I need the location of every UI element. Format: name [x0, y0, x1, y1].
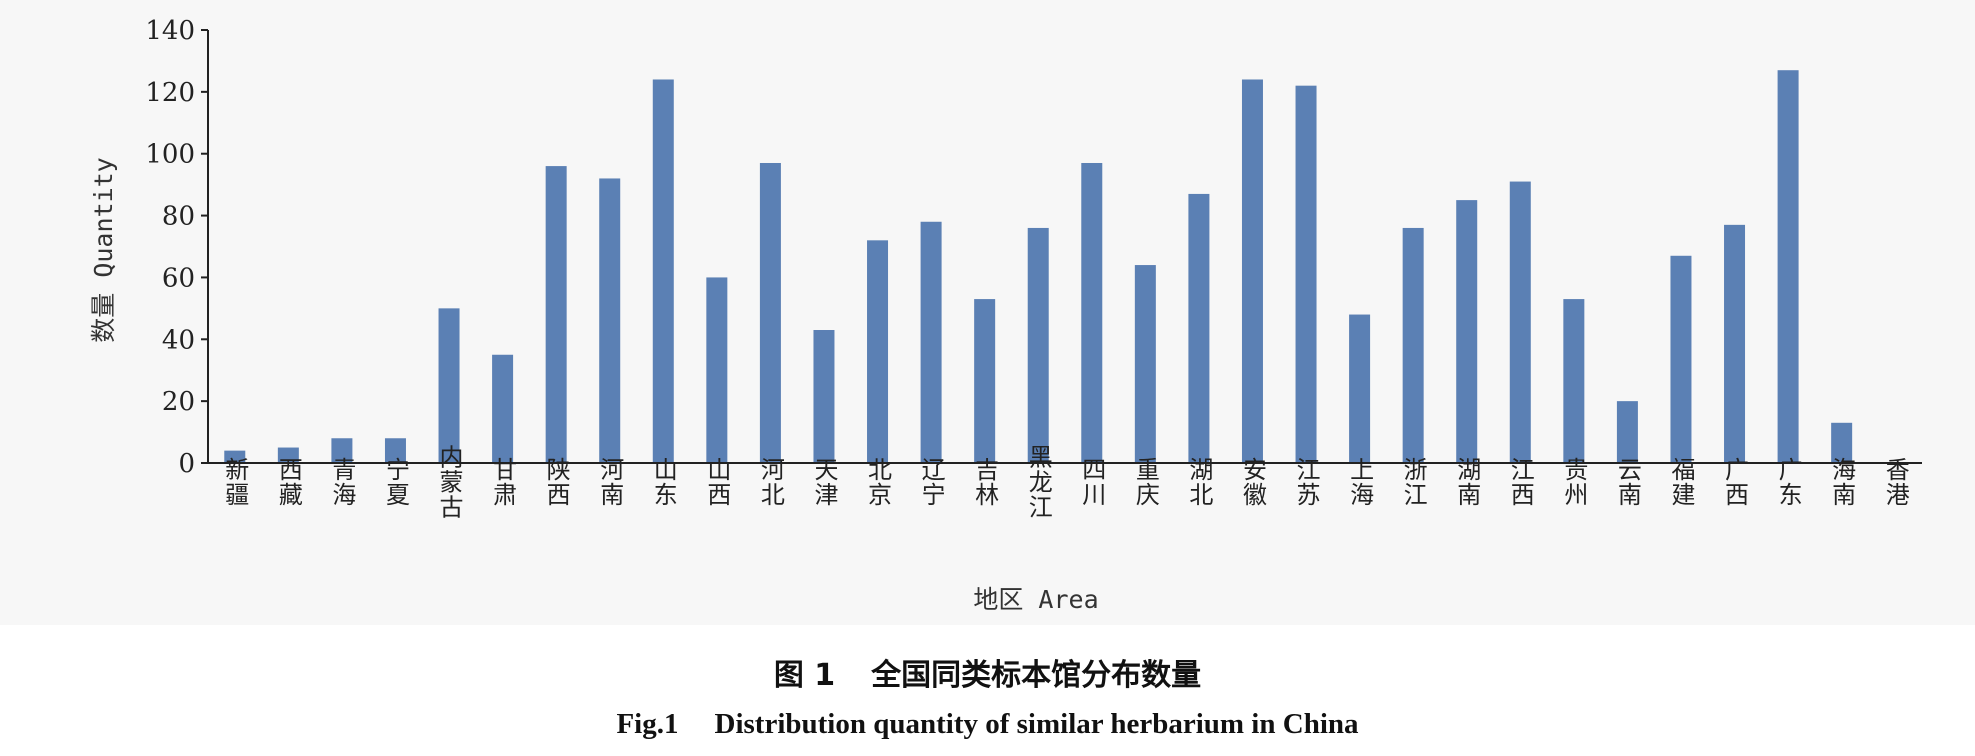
y-tick-label: 100 [145, 140, 195, 170]
figure-caption-chinese: 图 1 全国同类标本馆分布数量 [0, 650, 1975, 694]
bar-29 [1724, 224, 1746, 463]
x-axis-title: 地区 Area [973, 585, 1098, 614]
x-tick-label: 香港 [1881, 457, 1909, 507]
figure-number-en: Fig.1 [616, 708, 679, 740]
x-tick-label: 贵州 [1560, 457, 1588, 507]
x-tick-label: 湖北 [1185, 457, 1213, 507]
bars-group [224, 70, 1853, 464]
x-tick-label: 内蒙古 [435, 445, 463, 520]
bar-14 [920, 221, 942, 463]
figure-title-en: Distribution quantity of similar herbari… [714, 708, 1359, 740]
x-tick-label: 广东 [1774, 457, 1802, 507]
x-tick-label: 湖南 [1453, 457, 1481, 507]
bar-20 [1241, 79, 1263, 463]
bar-15 [974, 299, 996, 463]
x-tick-label: 山西 [703, 457, 731, 507]
y-tick-label: 60 [162, 263, 195, 293]
bar-6 [492, 354, 514, 463]
x-tick-label: 新疆 [221, 457, 249, 507]
x-tick-label: 青海 [328, 457, 356, 507]
x-tick-label: 西藏 [274, 457, 302, 507]
x-tick-label: 黑龙江 [1024, 445, 1052, 520]
bar-3 [331, 438, 353, 463]
bar-5 [438, 308, 460, 463]
figure-number-cn: 图 1 [773, 658, 836, 693]
bar-11 [759, 162, 781, 463]
chart-panel: 0 20 40 60 80 100 120 140 新疆 西藏 青海 宁夏 内蒙古 甘肃 陕西 河南 山东 山西… [89, 16, 1922, 614]
bar-27 [1616, 401, 1638, 463]
x-tick-label: 安徽 [1238, 457, 1266, 507]
bar-4 [384, 438, 406, 463]
bar-8 [599, 178, 621, 463]
bar-24 [1456, 200, 1478, 463]
x-tick-label: 河北 [756, 457, 784, 507]
x-tick-label: 浙江 [1399, 457, 1427, 507]
x-tick-label: 江西 [1506, 457, 1534, 507]
x-tick-label: 上海 [1346, 457, 1374, 507]
bar-18 [1134, 265, 1156, 463]
bar-chart: 0 20 40 60 80 100 120 140 新疆 西藏 青海 宁夏 内蒙古 甘肃 陕西 河南 山东 山西… [89, 16, 1922, 614]
bar-2 [277, 447, 299, 463]
y-tick-label: 80 [162, 202, 195, 232]
bar-22 [1349, 314, 1371, 463]
figure-title-cn: 全国同类标本馆分布数量 [871, 658, 1202, 693]
x-tick-label: 山东 [649, 457, 677, 507]
bar-19 [1188, 193, 1210, 463]
bar-1 [224, 450, 246, 463]
x-tick-label: 海南 [1828, 457, 1856, 507]
bar-16 [1027, 227, 1049, 463]
x-tick-label: 辽宁 [917, 457, 945, 507]
x-tick-label: 河南 [596, 457, 624, 507]
x-tick-label: 陕西 [542, 457, 570, 507]
x-axis: 新疆 西藏 青海 宁夏 内蒙古 甘肃 陕西 河南 山东 山西 河北 天津 北京 辽宁 吉林 黑龙江 四川 重庆 湖北… [208, 445, 1922, 520]
x-tick-label: 广西 [1721, 457, 1749, 507]
figure-caption-english: Fig.1 Distribution quantity of similar he… [0, 708, 1975, 741]
bar-30 [1777, 70, 1799, 463]
bar-31 [1831, 422, 1853, 463]
x-tick-label: 云南 [1613, 457, 1641, 507]
y-tick-label: 120 [145, 78, 195, 108]
x-tick-label: 甘肃 [489, 457, 517, 507]
x-tick-label: 宁夏 [381, 457, 409, 507]
x-tick-label: 四川 [1078, 457, 1106, 507]
x-tick-label: 吉林 [971, 457, 999, 507]
y-axis-title: 数量 Quantity [89, 157, 118, 342]
x-tick-label: 江苏 [1292, 457, 1320, 507]
bar-7 [545, 166, 567, 464]
bar-23 [1402, 227, 1424, 463]
y-tick-label: 140 [145, 16, 195, 46]
bar-9 [652, 79, 674, 463]
x-tick-label: 福建 [1667, 457, 1695, 507]
y-tick-label: 40 [162, 325, 195, 355]
bar-13 [867, 240, 889, 463]
x-tick-label: 天津 [810, 457, 838, 507]
y-tick-label: 20 [162, 387, 195, 417]
bar-25 [1509, 181, 1531, 464]
bar-26 [1563, 299, 1585, 463]
bar-12 [813, 330, 835, 463]
bar-17 [1081, 162, 1103, 463]
y-tick-label: 0 [178, 449, 195, 479]
bar-10 [706, 277, 728, 463]
bar-21 [1295, 85, 1317, 464]
bar-28 [1670, 255, 1692, 463]
y-axis: 0 20 40 60 80 100 120 140 [145, 16, 209, 479]
x-tick-label: 北京 [864, 457, 892, 507]
x-tick-label: 重庆 [1131, 457, 1159, 507]
